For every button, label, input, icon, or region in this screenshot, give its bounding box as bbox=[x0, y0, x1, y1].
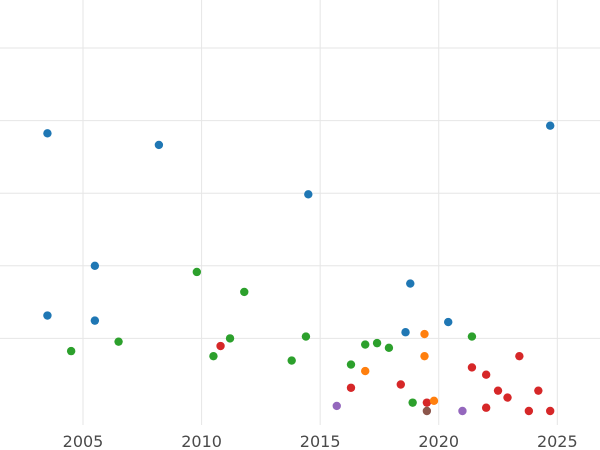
data-point bbox=[209, 351, 218, 361]
x-tick-label: 2010 bbox=[181, 432, 222, 450]
data-point bbox=[481, 370, 491, 379]
data-point bbox=[287, 356, 296, 365]
data-point bbox=[406, 279, 415, 288]
data-point bbox=[408, 398, 417, 407]
data-point bbox=[114, 337, 123, 346]
data-point bbox=[43, 129, 52, 138]
data-point bbox=[361, 366, 370, 376]
data-point bbox=[43, 311, 52, 320]
x-tick-label: 2020 bbox=[418, 432, 459, 450]
data-point bbox=[192, 267, 202, 277]
grid bbox=[0, 0, 600, 425]
data-point bbox=[384, 343, 394, 353]
data-point bbox=[372, 338, 382, 348]
x-tick-label: 2015 bbox=[300, 432, 341, 450]
data-point bbox=[422, 398, 432, 407]
data-point bbox=[66, 346, 76, 356]
data-point bbox=[503, 393, 512, 402]
data-point bbox=[304, 190, 313, 199]
data-point bbox=[481, 403, 491, 412]
data-point bbox=[467, 363, 477, 372]
data-point bbox=[458, 406, 467, 416]
data-point bbox=[534, 386, 543, 395]
data-point bbox=[545, 406, 555, 416]
data-point bbox=[216, 341, 225, 351]
data-point bbox=[361, 340, 370, 349]
data-point bbox=[332, 401, 341, 411]
data-point bbox=[401, 328, 410, 337]
data-point bbox=[346, 383, 356, 392]
data-point bbox=[346, 360, 356, 369]
x-tick-label: 2005 bbox=[63, 432, 104, 450]
data-point bbox=[420, 329, 429, 339]
data-point bbox=[396, 380, 405, 389]
x-axis-ticks: 2005 2010 2015 2020 2025 bbox=[63, 432, 578, 450]
data-point bbox=[420, 351, 429, 361]
data-point bbox=[429, 396, 439, 406]
data-point bbox=[154, 140, 164, 150]
data-point bbox=[422, 406, 432, 416]
data-point bbox=[444, 317, 453, 327]
data-point bbox=[515, 351, 524, 361]
data-point bbox=[545, 121, 555, 130]
data-point bbox=[240, 287, 249, 297]
data-point bbox=[90, 316, 100, 325]
data-points bbox=[43, 121, 555, 416]
data-point bbox=[225, 334, 235, 343]
data-point bbox=[301, 332, 311, 341]
data-point bbox=[90, 261, 100, 270]
data-point bbox=[467, 332, 477, 341]
data-point bbox=[524, 406, 534, 416]
data-point bbox=[493, 386, 503, 395]
x-tick-label: 2025 bbox=[537, 432, 578, 450]
